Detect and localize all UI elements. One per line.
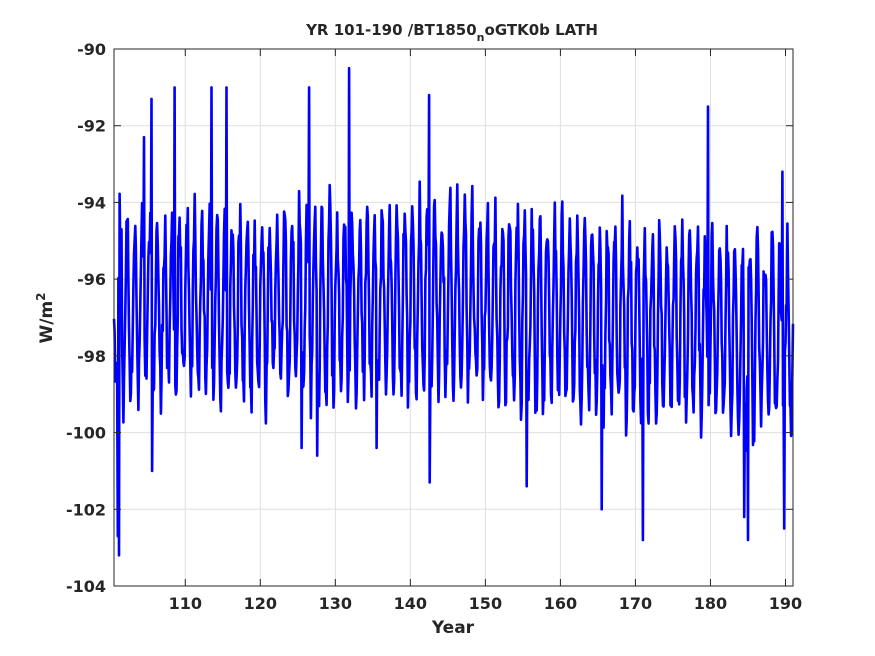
y-axis-title-superscript: 2 <box>34 292 48 300</box>
y-tick-label: -96 <box>77 270 106 289</box>
x-axis-ticks: 110 120 130 140 150 160 170 180 190 <box>169 49 802 613</box>
y-tick-label: -94 <box>77 193 106 212</box>
y-tick-label: -104 <box>66 577 106 596</box>
plot-frame <box>113 48 794 587</box>
x-tick-label: 150 <box>469 594 502 613</box>
chart-title-suffix: oGTK0b LATH <box>485 21 598 39</box>
x-tick-label: 170 <box>619 594 652 613</box>
y-axis-ticks: -104 -102 -100 -98 -96 -94 -92 -90 <box>66 40 793 596</box>
y-tick-label: -92 <box>77 117 106 136</box>
x-tick-label: 110 <box>169 594 202 613</box>
x-tick-label: 160 <box>544 594 577 613</box>
x-tick-label: 180 <box>694 594 727 613</box>
y-tick-label: -98 <box>77 347 106 366</box>
x-tick-label: 130 <box>319 594 352 613</box>
chart-title: YR 101-190 /BT1850noGTK0b LATH <box>305 21 598 44</box>
y-axis-title: W/m2 <box>34 292 57 343</box>
series-line <box>112 66 795 557</box>
x-axis-title: Year <box>431 618 475 638</box>
y-tick-label: -102 <box>66 500 106 519</box>
x-tick-label: 140 <box>394 594 427 613</box>
y-tick-label: -100 <box>66 424 106 443</box>
series-layer <box>112 66 795 557</box>
y-tick-label: -90 <box>77 40 106 59</box>
x-tick-label: 120 <box>244 594 277 613</box>
chart-title-subscript: n <box>477 31 485 44</box>
x-tick-label: 190 <box>769 594 802 613</box>
